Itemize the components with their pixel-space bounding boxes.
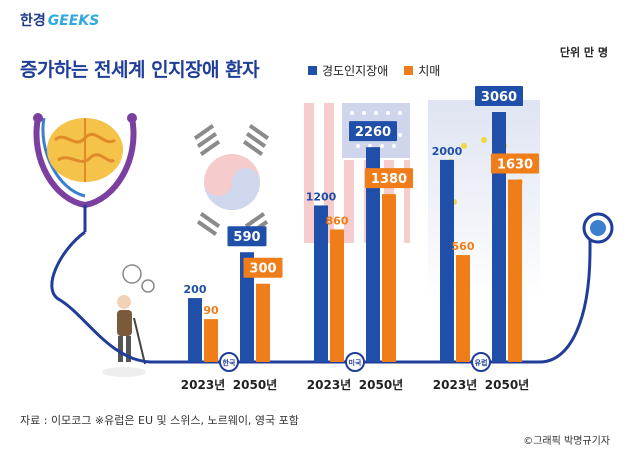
region-bubble-1 (345, 352, 365, 372)
legend-label-dementia: 치매 (418, 64, 441, 78)
bar-dementia-1-0 (330, 229, 344, 362)
credit-note: ©그래픽 박명규기자 (523, 436, 610, 447)
value-label-mild-0-0: 200 (184, 283, 207, 296)
legend-label-mild: 경도인지장애 (322, 64, 389, 78)
label-box-mild-0-1 (227, 226, 267, 247)
region-label-2: 유럽 (475, 358, 488, 367)
label-box-mild-1-1 (349, 121, 397, 142)
bar-mild-2-1 (492, 112, 506, 362)
year-labels: 2023년 2050년 2023년 2050년 2023년 2050년 (181, 378, 529, 392)
region-label-0: 한국 (223, 358, 236, 367)
value-label-dementia-1-1: 1380 (371, 172, 407, 187)
label-box-dementia-0-1 (243, 257, 283, 278)
bar-mild-2-0 (440, 159, 454, 362)
value-label-mild-0-1: 590 (233, 230, 260, 245)
bar-dementia-1-1 (382, 194, 396, 362)
year-label-1-0: 2023년 (307, 378, 351, 392)
value-label-dementia-0-1: 300 (249, 262, 276, 277)
legend-swatch-mild (308, 66, 317, 75)
value-label-mild-2-0: 2000 (432, 145, 463, 158)
bars (188, 112, 522, 362)
bar-dementia-0-0 (204, 319, 218, 362)
region-markers: 한국 미국 유럽 (219, 352, 491, 372)
bar-mild-1-1 (366, 147, 380, 362)
bar-mild-0-1 (240, 252, 254, 362)
legend-swatch-dementia (404, 66, 414, 75)
chart-title: 증가하는 전세계 인지장애 환자 (20, 59, 260, 81)
brain-stethoscope-illustration (33, 113, 137, 232)
unit-label: 단위 만 명 (559, 46, 608, 59)
label-box-dementia-2-1 (491, 153, 539, 174)
bar-dementia-2-1 (508, 179, 522, 362)
value-label-dementia-2-1: 1630 (497, 158, 533, 173)
source-note: 자료 : 이모코그 ※유럽은 EU 및 스위스, 노르웨이, 영국 포함 (20, 414, 299, 427)
legend-item-mild: 경도인지장애 (308, 62, 388, 79)
brand-name: 한경 (20, 13, 46, 29)
value-label-dementia-0-0: 90 (203, 304, 219, 317)
value-label-mild-1-1: 2260 (355, 125, 391, 140)
year-label-2-0: 2023년 (433, 378, 477, 392)
legend: 경도인지장애 치매 (308, 62, 440, 79)
legend-item-dementia: 치매 (404, 62, 440, 79)
year-label-2-1: 2050년 (485, 378, 529, 392)
value-label-dementia-1-0: 860 (326, 214, 349, 227)
bar-dementia-2-0 (456, 255, 470, 362)
brand-logo: 한경 GEEKS (20, 10, 99, 30)
label-box-mild-2-1 (475, 86, 523, 106)
year-label-0-0: 2023년 (181, 378, 225, 392)
label-box-dementia-1-1 (365, 168, 413, 189)
brand-geeks: GEEKS (47, 13, 100, 29)
bar-mild-1-0 (314, 205, 328, 362)
value-labels: 200 90 590 300 1200 860 2260 1380 2000 560 3060 163… (184, 86, 539, 317)
year-label-0-1: 2050년 (233, 378, 277, 392)
baseline-line (50, 230, 592, 364)
value-label-dementia-2-0: 560 (452, 240, 475, 253)
year-label-1-1: 2050년 (359, 378, 403, 392)
bar-dementia-0-1 (256, 283, 270, 362)
elderly-person-illustration (102, 264, 155, 377)
stethoscope-chestpiece-icon (582, 212, 614, 244)
value-label-mild-1-0: 1200 (306, 190, 337, 203)
region-bubble-2 (471, 352, 491, 372)
region-bubble-0 (219, 352, 239, 372)
value-label-mild-2-1: 3060 (481, 90, 517, 105)
region-label-1: 미국 (349, 358, 362, 367)
korea-flag-illustration (193, 124, 270, 236)
bar-mild-0-0 (188, 298, 202, 362)
